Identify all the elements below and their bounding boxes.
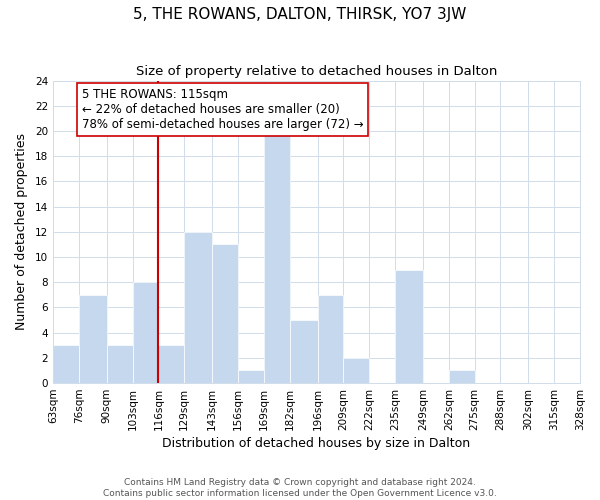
X-axis label: Distribution of detached houses by size in Dalton: Distribution of detached houses by size … (163, 437, 470, 450)
Bar (395, 270, 423, 383)
Bar (53, 346, 79, 383)
Bar (264, 131, 290, 383)
Text: 5, THE ROWANS, DALTON, THIRSK, YO7 3JW: 5, THE ROWANS, DALTON, THIRSK, YO7 3JW (133, 8, 467, 22)
Bar (238, 370, 264, 383)
Bar (317, 295, 343, 383)
Bar (133, 282, 158, 383)
Bar (449, 370, 475, 383)
Bar (79, 295, 107, 383)
Text: 5 THE ROWANS: 115sqm
← 22% of detached houses are smaller (20)
78% of semi-detac: 5 THE ROWANS: 115sqm ← 22% of detached h… (82, 88, 364, 131)
Y-axis label: Number of detached properties: Number of detached properties (15, 134, 28, 330)
Bar (212, 244, 238, 383)
Text: Contains HM Land Registry data © Crown copyright and database right 2024.
Contai: Contains HM Land Registry data © Crown c… (103, 478, 497, 498)
Bar (290, 320, 317, 383)
Bar (184, 232, 212, 383)
Bar (107, 346, 133, 383)
Title: Size of property relative to detached houses in Dalton: Size of property relative to detached ho… (136, 65, 497, 78)
Bar (158, 346, 184, 383)
Bar (343, 358, 369, 383)
